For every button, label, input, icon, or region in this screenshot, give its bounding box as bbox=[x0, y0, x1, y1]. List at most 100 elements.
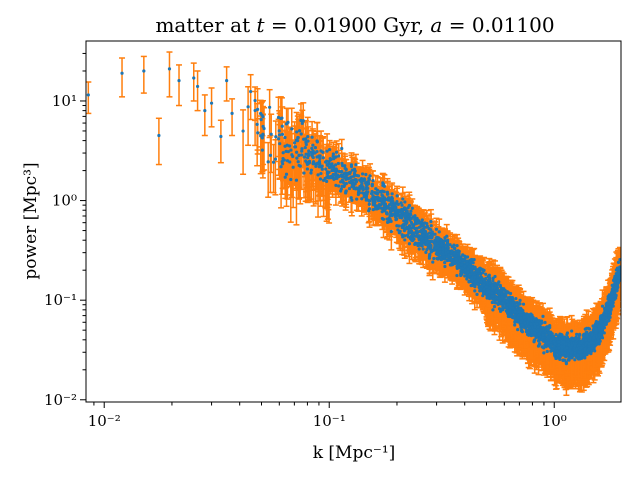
data-point bbox=[600, 304, 605, 308]
data-point bbox=[344, 189, 348, 194]
data-point bbox=[540, 345, 544, 349]
data-point bbox=[379, 190, 383, 194]
data-point bbox=[276, 115, 281, 120]
data-point bbox=[142, 69, 146, 73]
data-point bbox=[277, 133, 282, 137]
data-point bbox=[570, 329, 574, 333]
data-point bbox=[481, 271, 485, 275]
data-point bbox=[167, 67, 172, 71]
data-point bbox=[361, 187, 365, 191]
error-bar bbox=[240, 109, 247, 176]
data-point bbox=[521, 302, 526, 306]
data-point bbox=[429, 219, 433, 224]
error-bar bbox=[166, 51, 173, 98]
data-point bbox=[277, 129, 281, 133]
data-point bbox=[266, 160, 270, 164]
data-point bbox=[593, 349, 597, 353]
data-point bbox=[542, 351, 546, 355]
data-point bbox=[274, 135, 278, 139]
data-point bbox=[389, 229, 393, 234]
data-point bbox=[541, 314, 545, 318]
data-point bbox=[340, 170, 344, 174]
error-bar bbox=[217, 119, 224, 164]
data-point bbox=[413, 226, 417, 231]
error-bar bbox=[155, 117, 162, 166]
data-point bbox=[473, 289, 477, 293]
data-point bbox=[513, 323, 517, 327]
data-point bbox=[316, 173, 320, 177]
data-point bbox=[417, 247, 421, 251]
data-point bbox=[429, 224, 433, 228]
data-point bbox=[268, 153, 273, 157]
data-point bbox=[337, 154, 341, 158]
data-point bbox=[514, 296, 518, 301]
data-point bbox=[120, 71, 124, 75]
data-point bbox=[431, 260, 435, 264]
error-bar bbox=[119, 57, 126, 98]
error-bar bbox=[229, 98, 236, 137]
data-point bbox=[455, 244, 459, 248]
data-point bbox=[177, 79, 181, 83]
data-point bbox=[349, 196, 353, 200]
data-point bbox=[491, 308, 495, 312]
data-point bbox=[409, 209, 413, 213]
data-point bbox=[86, 93, 90, 97]
data-point bbox=[300, 149, 304, 153]
data-point bbox=[410, 206, 414, 210]
data-point bbox=[293, 145, 298, 149]
data-point bbox=[309, 171, 313, 175]
data-point bbox=[283, 175, 287, 179]
data-point bbox=[291, 154, 295, 159]
data-point bbox=[463, 274, 467, 278]
data-point bbox=[157, 133, 161, 138]
data-point bbox=[319, 171, 323, 176]
error-bar bbox=[176, 64, 183, 107]
data-point bbox=[403, 238, 407, 242]
data-point bbox=[355, 197, 359, 201]
data-point bbox=[334, 183, 338, 187]
data-point bbox=[473, 285, 477, 289]
data-point bbox=[360, 172, 365, 176]
data-point bbox=[255, 122, 259, 127]
chart-title: matter at t = 0.01900 Gyr, a = 0.01100 bbox=[155, 13, 554, 37]
data-point bbox=[381, 217, 386, 221]
data-point bbox=[219, 134, 223, 139]
error-bar bbox=[194, 70, 201, 112]
data-point bbox=[614, 268, 618, 272]
data-point bbox=[271, 160, 276, 164]
data-point bbox=[398, 229, 402, 234]
data-point bbox=[268, 105, 272, 109]
error-bar bbox=[190, 62, 197, 102]
data-point bbox=[259, 118, 263, 122]
data-point bbox=[195, 84, 200, 89]
data-point bbox=[427, 256, 431, 260]
error-bars bbox=[86, 51, 621, 397]
data-point bbox=[321, 150, 325, 154]
data-point bbox=[575, 332, 579, 336]
data-point bbox=[321, 156, 325, 160]
error-bar bbox=[201, 94, 208, 137]
data-point bbox=[334, 150, 339, 154]
data-point bbox=[336, 161, 340, 166]
data-point bbox=[290, 127, 294, 131]
data-point bbox=[401, 197, 405, 201]
data-point bbox=[305, 167, 310, 171]
data-point bbox=[297, 129, 302, 133]
data-point bbox=[295, 150, 299, 154]
data-point bbox=[465, 255, 470, 259]
data-point bbox=[348, 180, 352, 184]
data-point bbox=[260, 148, 264, 152]
data-point bbox=[412, 231, 416, 235]
data-point bbox=[192, 76, 196, 80]
data-point bbox=[279, 165, 283, 169]
data-point bbox=[304, 152, 308, 156]
data-point bbox=[368, 174, 372, 178]
data-point bbox=[465, 277, 469, 281]
data-point bbox=[281, 151, 285, 155]
data-point bbox=[209, 101, 214, 105]
data-point bbox=[357, 191, 362, 195]
plot-area bbox=[86, 51, 621, 397]
data-point bbox=[349, 175, 353, 180]
data-point bbox=[230, 111, 234, 116]
